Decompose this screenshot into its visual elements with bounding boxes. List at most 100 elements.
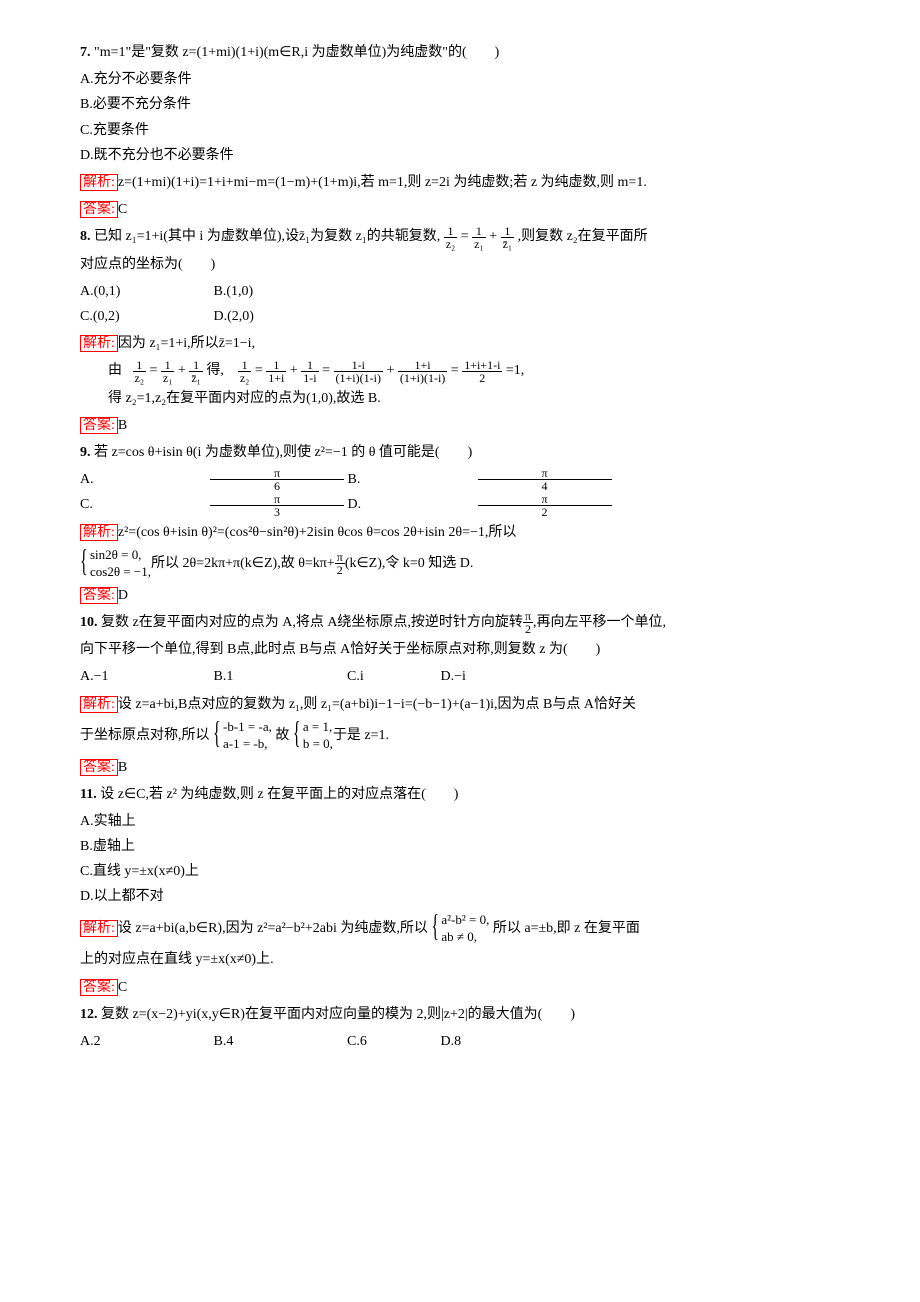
q10-analysis-1: 解析:设 z=a+bi,B点对应的复数为 z₁,则 z₁=(a+bi)i−1−i… <box>80 692 840 717</box>
q7-answer-text: C <box>118 202 127 217</box>
q8-stem-d: 对应点的坐标为( ) <box>80 252 840 277</box>
q11-an-b: 所以 a=±b,即 z 在复平面 <box>493 921 640 936</box>
q9-an-a: z²=(cos θ+isin θ)²=(cos²θ−sin²θ)+2isin θ… <box>118 525 517 540</box>
q11-analysis-1: 解析:设 z=a+bi(a,b∈R),因为 z²=a²−b²+2abi 为纯虚数… <box>80 912 840 946</box>
q12-opt-c: C.6 <box>347 1029 437 1054</box>
answer-label: 答案: <box>80 759 118 776</box>
q9-options: A.π6 B.π4 C.π3 D.π2 <box>80 467 840 518</box>
q8-opt-b: B.(1,0) <box>214 279 344 304</box>
frac-icon: 11-i <box>301 359 318 384</box>
q11-answer-text: C <box>118 980 127 995</box>
analysis-label: 解析: <box>80 920 118 937</box>
q11-stem: 11. 设 z∈C,若 z² 为纯虚数,则 z 在复平面上的对应点落在( ) <box>80 782 840 807</box>
q8-text-b: 为复数 z₁的共轭复数, <box>310 229 440 244</box>
q11-options: A.实轴上 B.虚轴上 C.直线 y=±x(x≠0)上 D.以上都不对 <box>80 809 840 910</box>
q9-opt-b: B.π4 <box>348 467 612 492</box>
q8-opt-c: C.(0,2) <box>80 304 210 329</box>
frac-icon: 1z̄₁ <box>189 359 203 384</box>
q7-opt-d: D.既不充分也不必要条件 <box>80 143 840 168</box>
q9-num: 9. <box>80 445 91 460</box>
q9-answer: 答案:D <box>80 583 840 608</box>
q8-result: 得 z₂=1,z₂在复平面内对应的点为(1,0),故选 B. <box>80 386 840 411</box>
q11-opt-d: D.以上都不对 <box>80 884 840 909</box>
q8-an-b: =1−i, <box>225 336 255 351</box>
q10-analysis-2: 于坐标原点对称,所以 -b-1 = -a, a-1 = -b, 故 a = 1,… <box>80 719 840 753</box>
q8-opt-d: D.(2,0) <box>214 304 344 329</box>
q9-an-c: (k∈Z),令 k=0 知选 D. <box>345 556 474 571</box>
q12-opt-d: D.8 <box>441 1029 531 1054</box>
q12-opt-a: A.2 <box>80 1029 210 1054</box>
answer-label: 答案: <box>80 201 118 218</box>
brace-icon: a²-b² = 0, ab ≠ 0, <box>431 912 489 946</box>
q9-opt-a: A.π6 <box>80 467 344 492</box>
brace-icon: -b-1 = -a, a-1 = -b, <box>213 719 272 753</box>
q10-opt-b: B.1 <box>214 664 344 689</box>
q8-zbar: z̄₁ <box>299 229 310 244</box>
q7-num: 7. <box>80 45 91 60</box>
q11-opt-b: B.虚轴上 <box>80 834 840 859</box>
q11-text: 设 z∈C,若 z² 为纯虚数,则 z 在复平面上的对应点落在( ) <box>100 787 458 802</box>
frac-icon: 1z₂ <box>133 359 147 384</box>
q10-an-a: 设 z=a+bi,B点对应的复数为 z₁,则 z₁=(a+bi)i−1−i=(−… <box>118 697 636 712</box>
q9-opt-c: C.π3 <box>80 492 344 517</box>
q12-opt-b: B.4 <box>214 1029 344 1054</box>
q11-opt-a: A.实轴上 <box>80 809 840 834</box>
frac-icon: 1z₂ <box>444 225 458 250</box>
analysis-label: 解析: <box>80 335 118 352</box>
q10-options: A.−1 B.1 C.i D.−i <box>80 664 840 689</box>
q12-options: A.2 B.4 C.6 D.8 <box>80 1029 840 1054</box>
q8-text-c: ,则复数 z₂在复平面所 <box>518 229 648 244</box>
q10-an-d: 于是 z=1. <box>333 728 389 743</box>
q10-stem: 10. 复数 z在复平面内对应的点为 A,将点 A绕坐标原点,按逆时针方向旋转π… <box>80 610 840 635</box>
frac-icon: π2 <box>335 551 345 576</box>
frac-icon: π3 <box>210 493 344 518</box>
q8-an-a: 因为 z₁=1+i,所以 <box>118 336 219 351</box>
q10-answer: 答案:B <box>80 755 840 780</box>
q11-opt-c: C.直线 y=±x(x≠0)上 <box>80 859 840 884</box>
q8-analysis-1: 解析:因为 z₁=1+i,所以z̄=1−i, <box>80 331 840 356</box>
analysis-label: 解析: <box>80 174 118 191</box>
q9-analysis-2: sin2θ = 0, cos2θ = −1, 所以 2θ=2kπ+π(k∈Z),… <box>80 547 840 581</box>
frac-icon: 1z₁ <box>472 225 486 250</box>
frac-icon: π4 <box>478 467 612 492</box>
frac-icon: 11+i <box>266 359 286 384</box>
q10-num: 10. <box>80 615 98 630</box>
frac-icon: 1+i+1-i2 <box>462 359 502 384</box>
q10-opt-a: A.−1 <box>80 664 210 689</box>
frac-icon: π6 <box>210 467 344 492</box>
q7-opt-c: C.充要条件 <box>80 118 840 143</box>
q8-text-a: 已知 z₁=1+i(其中 i 为虚数单位),设 <box>94 229 299 244</box>
q11-analysis-2: 上的对应点在直线 y=±x(x≠0)上. <box>80 947 840 972</box>
brace-icon: sin2θ = 0, cos2θ = −1, <box>80 547 151 581</box>
q7-options: A.充分不必要条件 B.必要不充分条件 C.充要条件 D.既不充分也不必要条件 <box>80 67 840 168</box>
q9-stem: 9. 若 z=cos θ+isin θ(i 为虚数单位),则使 z²=−1 的 … <box>80 440 840 465</box>
q10-an-b: 于坐标原点对称,所以 <box>80 728 210 743</box>
q10-text-a: 复数 z在复平面内对应的点为 A,将点 A绕坐标原点,按逆时针方向旋转 <box>101 615 523 630</box>
q10-stem-c: 向下平移一个单位,得到 B点,此时点 B与点 A恰好关于坐标原点对称,则复数 z… <box>80 637 840 662</box>
q12-text: 复数 z=(x−2)+yi(x,y∈R)在复平面内对应向量的模为 2,则|z+2… <box>101 1007 575 1022</box>
frac-icon: 1+i(1+i)(1-i) <box>398 359 447 384</box>
q12-stem: 12. 复数 z=(x−2)+yi(x,y∈R)在复平面内对应向量的模为 2,则… <box>80 1002 840 1027</box>
frac-icon: π2 <box>523 610 533 635</box>
q8-num: 8. <box>80 229 91 244</box>
q11-an-a: 设 z=a+bi(a,b∈R),因为 z²=a²−b²+2abi 为纯虚数,所以 <box>118 921 428 936</box>
q9-analysis-1: 解析:z²=(cos θ+isin θ)²=(cos²θ−sin²θ)+2isi… <box>80 520 840 545</box>
q7-opt-b: B.必要不充分条件 <box>80 92 840 117</box>
q7-opt-a: A.充分不必要条件 <box>80 67 840 92</box>
analysis-label: 解析: <box>80 696 118 713</box>
q10-opt-c: C.i <box>347 664 437 689</box>
frac-icon: 1z₁ <box>161 359 175 384</box>
q10-text-b: ,再向左平移一个单位, <box>533 615 666 630</box>
q8-stem: 8. 已知 z₁=1+i(其中 i 为虚数单位),设z̄₁为复数 z₁的共轭复数… <box>80 224 840 249</box>
q9-text: 若 z=cos θ+isin θ(i 为虚数单位),则使 z²=−1 的 θ 值… <box>94 445 472 460</box>
q9-an-b: 所以 2θ=2kπ+π(k∈Z),故 θ=kπ+ <box>151 556 335 571</box>
q8-answer-text: B <box>118 418 127 433</box>
frac-icon: 1z₂ <box>238 359 252 384</box>
q10-an-c: 故 <box>275 728 289 743</box>
frac-icon: π2 <box>478 493 612 518</box>
frac-icon: 1z̄₁ <box>501 225 515 250</box>
q11-answer: 答案:C <box>80 975 840 1000</box>
q12-num: 12. <box>80 1007 98 1022</box>
q10-opt-d: D.−i <box>441 664 531 689</box>
brace-icon: a = 1, b = 0, <box>293 719 333 753</box>
